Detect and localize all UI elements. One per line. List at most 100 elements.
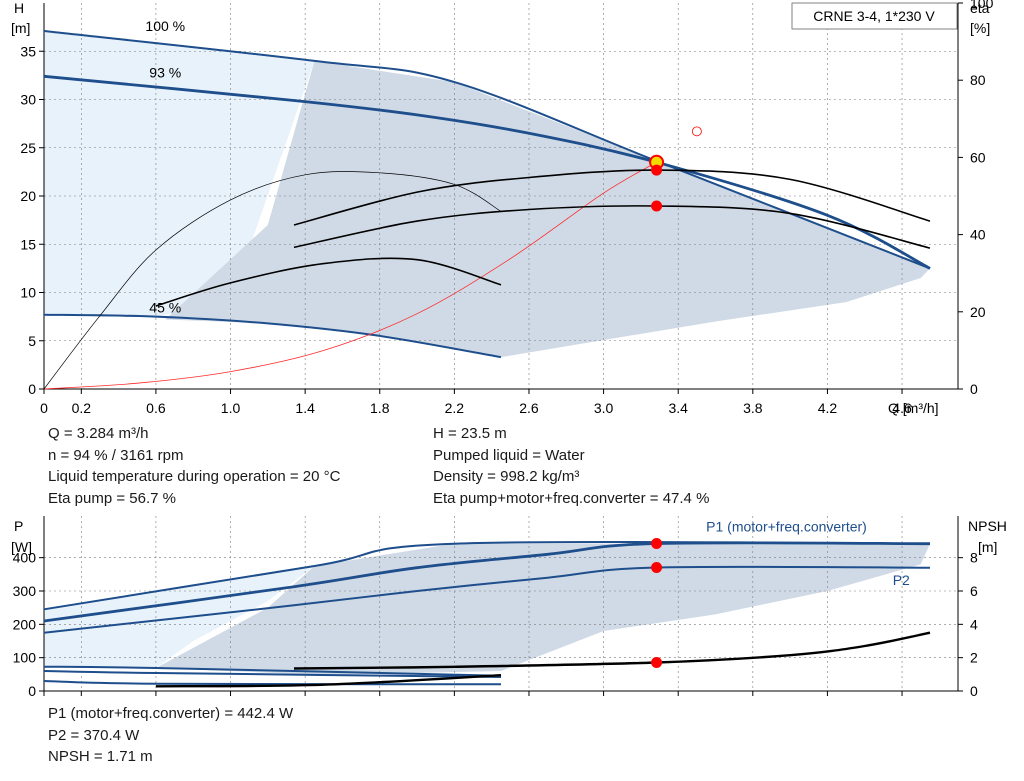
- y-tick-label-right: 0: [970, 683, 978, 699]
- p1-value: P1 (motor+freq.converter) = 442.4 W: [48, 705, 294, 722]
- curve-label: P1 (motor+freq.converter): [706, 519, 867, 535]
- recommended-range-area: [155, 543, 931, 675]
- y-axis-unit-left: [W]: [11, 539, 32, 555]
- liquid-temperature-value: Liquid temperature during operation = 20…: [48, 468, 341, 485]
- x-tick-label: 3.4: [668, 400, 688, 416]
- npsh-curve-line: [293, 631, 931, 670]
- y-tick-label-left: 15: [20, 236, 36, 252]
- y-tick-label-left: 35: [20, 43, 36, 59]
- pumped-liquid-value: Pumped liquid = Water: [433, 446, 585, 464]
- y-tick-label-left: 10: [20, 285, 36, 301]
- power-curve-line: [43, 665, 502, 677]
- y-axis-unit-right: [m]: [978, 539, 997, 555]
- efficiency-curve-line: [293, 169, 931, 226]
- tick-labels: 0 5 10 15 20 25 30 35 0 20 40 60 80 100 0 0.2 0.6 1.0 1.4 1…: [20, 0, 993, 416]
- x-tick-label: 1.4: [295, 400, 315, 416]
- flow-rate-value: Q = 3.284 m³/h: [48, 425, 149, 442]
- npsh-curve-line: [155, 674, 502, 688]
- y-tick-label-left: 400: [13, 550, 37, 566]
- power-curve-extension: [43, 604, 294, 634]
- x-tick-label: 0: [40, 400, 48, 416]
- operating-points: [651, 538, 663, 668]
- y-tick-label-right: 2: [970, 650, 978, 666]
- x-tick-label: 1.0: [221, 400, 241, 416]
- x-axis-label: Q [m³/h]: [888, 400, 939, 416]
- power-curve-extension: [43, 586, 295, 622]
- y-tick-label-left: 200: [13, 616, 37, 632]
- speed-value: n = 94 % / 3161 rpm: [48, 446, 184, 464]
- curves: P1 (motor+freq.converter) P2: [43, 519, 931, 688]
- power-curve-line: [43, 680, 502, 686]
- density-value: Density = 998.2 kg/m³: [433, 468, 580, 485]
- speed-label: 93 %: [149, 64, 181, 80]
- x-tick-label: 3.0: [594, 400, 614, 416]
- y-axis-label-left: H: [14, 0, 24, 16]
- curves: 100 % 93 % 45 %: [43, 18, 931, 390]
- y-tick-label-right: 40: [970, 227, 986, 243]
- power-curve-line: [43, 670, 502, 678]
- duty-info-right: H = 23.5 m Pumped liquid = Water Density…: [433, 423, 709, 509]
- y-tick-label-right: 0: [970, 381, 978, 397]
- y-tick-label-left: 20: [20, 188, 36, 204]
- speed-curve-line: [43, 74, 931, 270]
- y-tick-label-right: 20: [970, 304, 986, 320]
- chart-title-box: [791, 2, 958, 30]
- y-axis-label-right: eta: [970, 0, 990, 16]
- p2-value: P2 = 370.4 W: [48, 726, 140, 744]
- y-axis-label-right: NPSH: [968, 518, 1007, 534]
- y-tick-label-right: 100: [970, 0, 994, 11]
- y-tick-label-left: 300: [13, 583, 37, 599]
- grid-lines: [43, 3, 958, 390]
- x-tick-label: 2.2: [445, 400, 465, 416]
- tick-labels: 0 100 200 300 400 0 2 4 6 8: [13, 550, 978, 699]
- x-tick-label: 2.6: [519, 400, 539, 416]
- speed-curve-line: [43, 30, 931, 270]
- y-tick-label-right: 8: [970, 550, 978, 566]
- y-tick-label-left: 0: [28, 683, 36, 699]
- y-tick-label-left: 100: [13, 650, 37, 666]
- efficiency-curve-line: [43, 171, 502, 390]
- head-value: H = 23.5 m: [433, 425, 507, 442]
- eta-pump-value: Eta pump = 56.7 %: [48, 489, 176, 507]
- y-tick-label-right: 80: [970, 72, 986, 88]
- duty-info-left: Q = 3.284 m³/h n = 94 % / 3161 rpm Liqui…: [48, 423, 340, 509]
- efficiency-curve-line: [293, 205, 931, 249]
- y-tick-label-left: 5: [28, 333, 36, 349]
- operating-point-dot: [651, 538, 663, 550]
- x-tick-label: 4.6: [892, 400, 912, 416]
- y-tick-label-right: 60: [970, 149, 986, 165]
- y-tick-label-left: 25: [20, 140, 36, 156]
- y-axis-unit-right: [%]: [970, 20, 990, 36]
- operating-point-dot: [651, 562, 663, 574]
- power-info: P1 (motor+freq.converter) = 442.4 W P2 =…: [48, 703, 293, 768]
- y-axis-unit-left: [m]: [11, 20, 30, 36]
- y-axis-label-left: P: [14, 518, 23, 534]
- y-tick-label-left: 30: [20, 92, 36, 108]
- secondary-duty-marker: [691, 126, 702, 137]
- x-tick-label: 0.2: [72, 400, 92, 416]
- power-npsh-chart: P1 (motor+freq.converter)P2 010020030040…: [11, 516, 1007, 699]
- eta-total-value: Eta pump+motor+freq.converter = 47.4 %: [433, 489, 710, 507]
- npsh-value: NPSH = 1.71 m: [48, 748, 153, 765]
- chart-title: CRNE 3-4, 1*230 V: [813, 8, 935, 24]
- operating-point-dot: [651, 164, 663, 176]
- y-tick-label-left: 0: [28, 381, 36, 397]
- x-tick-label: 1.8: [370, 400, 390, 416]
- speed-label: 100 %: [145, 18, 185, 34]
- speed-label: 45 %: [149, 300, 181, 316]
- y-tick-label-right: 6: [970, 583, 978, 599]
- x-tick-label: 4.2: [818, 400, 838, 416]
- qh-chart: 100 % 93 % 45 % 0 5 10 15 20 25 30 35 0 20 40 60 80 100…: [11, 0, 994, 416]
- speed-curve-line: [43, 313, 502, 359]
- x-tick-label: 3.8: [743, 400, 763, 416]
- curve-label: P2: [893, 572, 910, 588]
- y-tick-label-right: 4: [970, 616, 978, 632]
- operating-points: [649, 126, 702, 212]
- operating-point-dot: [651, 200, 663, 212]
- axes: [43, 516, 959, 692]
- power-curve-extension: [43, 565, 315, 610]
- x-tick-label: 0.6: [146, 400, 166, 416]
- operating-point-dot: [651, 657, 663, 668]
- efficiency-curve-line: [155, 257, 502, 307]
